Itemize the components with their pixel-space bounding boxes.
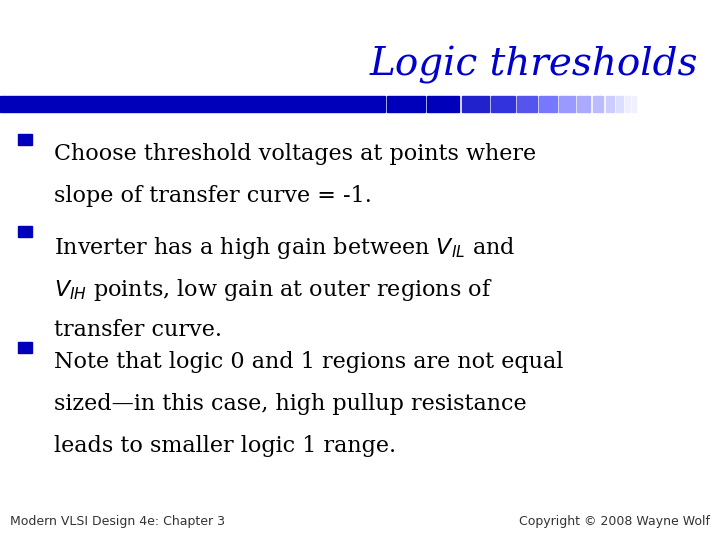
Bar [559, 96, 575, 112]
Bar [427, 96, 459, 112]
Bar [18, 342, 32, 353]
Text: Copyright © 2008 Wayne Wolf: Copyright © 2008 Wayne Wolf [519, 515, 710, 528]
Bar [491, 96, 515, 112]
Text: Choose threshold voltages at points where: Choose threshold voltages at points wher… [54, 143, 536, 165]
Text: $V_{IH}$ points, low gain at outer regions of: $V_{IH}$ points, low gain at outer regio… [54, 277, 492, 303]
Text: slope of transfer curve = -1.: slope of transfer curve = -1. [54, 185, 372, 207]
Text: transfer curve.: transfer curve. [54, 319, 222, 341]
Bar [593, 96, 603, 112]
Bar [625, 96, 630, 112]
Bar [632, 96, 636, 112]
Text: sized—in this case, high pullup resistance: sized—in this case, high pullup resistan… [54, 393, 526, 415]
Bar [462, 96, 489, 112]
Text: Inverter has a high gain between $V_{IL}$ and: Inverter has a high gain between $V_{IL}… [54, 235, 516, 261]
Bar [18, 226, 32, 237]
Text: Modern VLSI Design 4e: Chapter 3: Modern VLSI Design 4e: Chapter 3 [10, 515, 225, 528]
Bar [0, 96, 385, 112]
Text: Note that logic 0 and 1 regions are not equal: Note that logic 0 and 1 regions are not … [54, 351, 563, 373]
Bar [606, 96, 614, 112]
Bar [387, 96, 425, 112]
Bar [539, 96, 557, 112]
Bar [616, 96, 623, 112]
Text: leads to smaller logic 1 range.: leads to smaller logic 1 range. [54, 435, 396, 457]
Bar [18, 134, 32, 145]
Text: Logic thresholds: Logic thresholds [370, 46, 698, 84]
Bar [577, 96, 590, 112]
Bar [517, 96, 537, 112]
